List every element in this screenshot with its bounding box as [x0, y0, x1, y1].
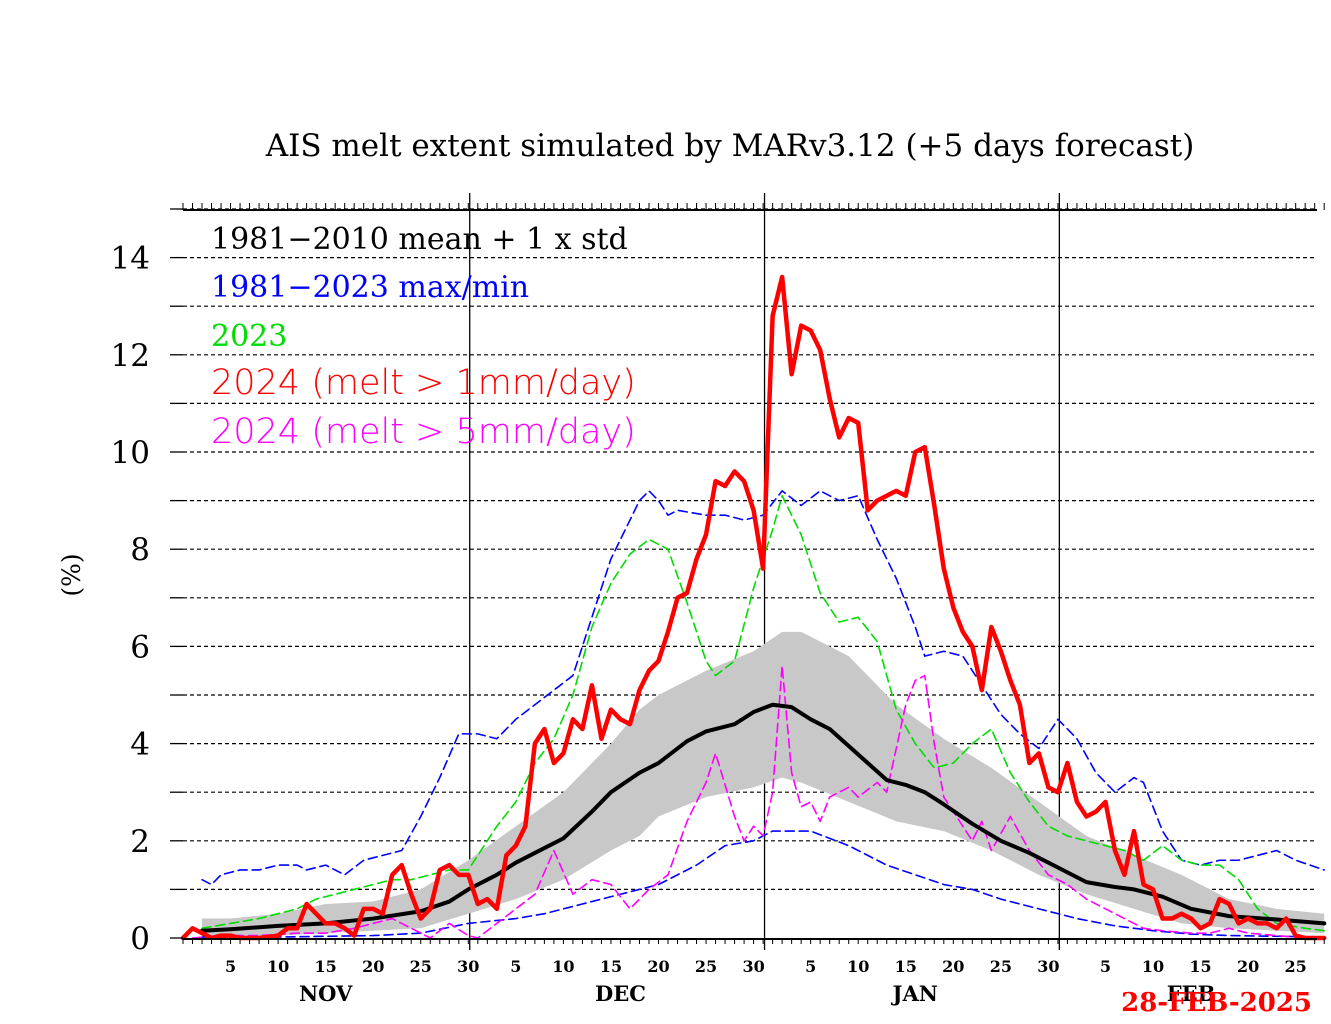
x-tick-label: 10 [1142, 957, 1164, 976]
y-tick-labels: 0 2 4 6 8 10 12 14 [111, 241, 150, 957]
x-tick-label: 10 [552, 957, 574, 976]
x-tick-label: 20 [362, 957, 384, 976]
series-2024-melt-5mm-day [191, 665, 1325, 939]
x-tick-label: 5 [1100, 957, 1111, 976]
x-tick-label: 5 [510, 957, 521, 976]
x-tick-label: 10 [847, 957, 869, 976]
month-label: JAN [891, 981, 938, 1006]
y-tick-label: 14 [111, 241, 150, 277]
y-tick-label: 12 [111, 338, 150, 374]
legend-entry: 2024 (melt > 5mm/day) [211, 412, 636, 452]
series-1981-2023-max [201, 490, 1325, 886]
x-tick-label: 25 [695, 957, 717, 976]
legend-entry: 1981−2023 max/min [211, 270, 529, 305]
x-tick-label: 5 [225, 957, 236, 976]
x-tick-label: 25 [1285, 957, 1307, 976]
month-label: NOV [299, 981, 353, 1006]
month-labels: NOV DEC JAN FEB [299, 981, 1215, 1006]
x-tick-label: 30 [742, 957, 764, 976]
x-tick-label: 15 [600, 957, 622, 976]
grid-lines [183, 193, 1317, 950]
x-tick-label: 25 [990, 957, 1012, 976]
chart-title: AIS melt extent simulated by MARv3.12 (+… [265, 128, 1195, 164]
y-tick-label: 10 [111, 435, 150, 471]
y-axis-label: (%) [57, 553, 86, 596]
x-tick-label: 15 [895, 957, 917, 976]
x-tick-label: 25 [410, 957, 432, 976]
legend-entry: 1981−2010 mean + 1 x std [211, 222, 628, 257]
x-tick-label: 20 [1237, 957, 1259, 976]
month-label: DEC [595, 981, 646, 1006]
x-tick-label: 15 [1189, 957, 1211, 976]
y-tick-label: 6 [130, 629, 150, 665]
x-tick-label: 20 [647, 957, 669, 976]
series-layer [180, 274, 1327, 941]
legend-entry: 2024 (melt > 1mm/day) [211, 363, 636, 403]
date-stamp: 28-FEB-2025 [1121, 988, 1312, 1018]
x-tick-label: 20 [942, 957, 964, 976]
y-tick-label: 0 [130, 921, 150, 957]
y-tick-label: 2 [130, 824, 150, 860]
series-2024-melt-1mm-day [180, 274, 1327, 941]
series-1981-2010-mean [200, 702, 1327, 933]
legend-entry: 2023 [211, 319, 287, 354]
x-tick-label: 30 [1037, 957, 1059, 976]
x-tick-label: 30 [457, 957, 479, 976]
x-tick-label: 5 [805, 957, 816, 976]
x-tick-labels: 5 10 15 20 25 30 5 10 15 20 25 30 5 10 15 20 25 30 5 10 15 20… [225, 957, 1307, 976]
x-tick-label: 15 [315, 957, 337, 976]
y-tick-label: 8 [130, 532, 150, 568]
series-1981-2023-min [201, 830, 1325, 938]
x-tick-label: 10 [267, 957, 289, 976]
y-tick-label: 4 [130, 727, 150, 763]
month-label: FEB [1167, 981, 1216, 1006]
plot-frame [170, 203, 1325, 944]
legend: 1981−2010 mean + 1 x std 1981−2023 max/mi… [211, 222, 636, 452]
